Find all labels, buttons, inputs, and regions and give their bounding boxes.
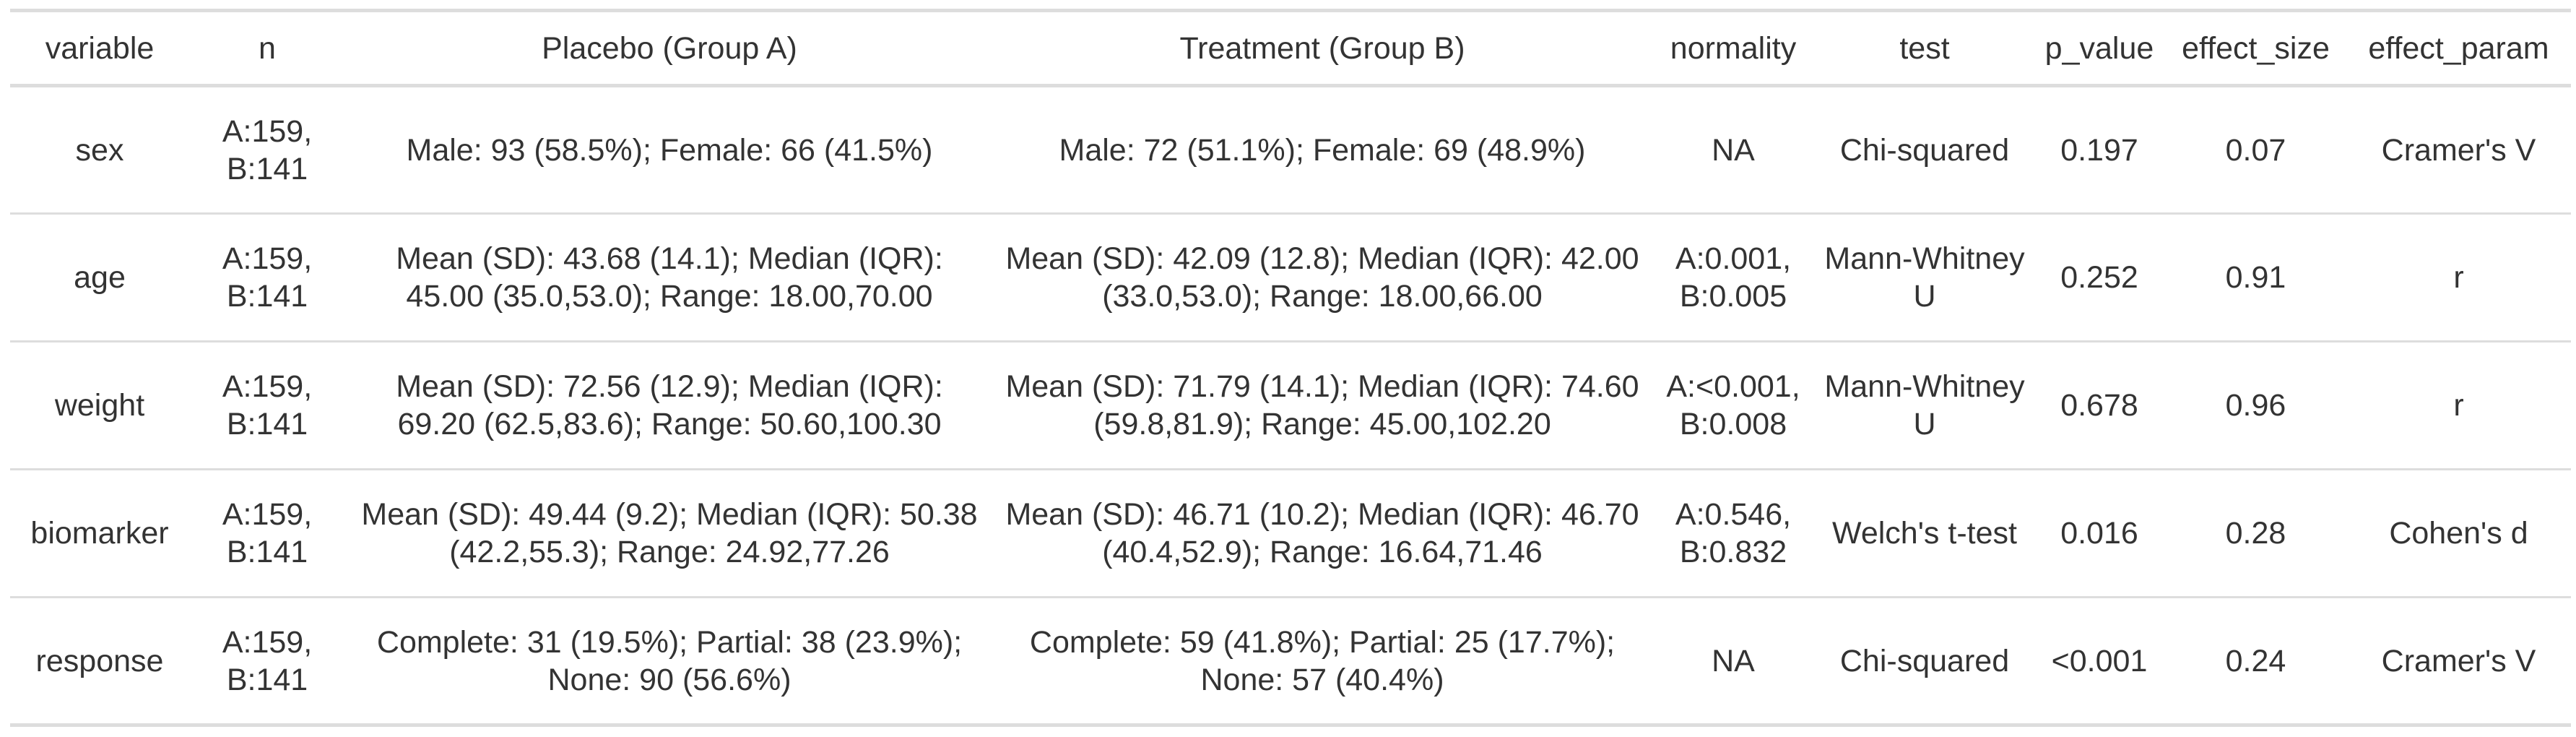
table-cell: 0.07 (2225, 132, 2286, 168)
table-cell: Mean (SD): 42.09 (12.8); Median (IQR): 4… (1005, 241, 1639, 314)
table-cell: Mean (SD): 72.56 (12.9); Median (IQR): 6… (396, 369, 943, 441)
table-cell: 0.678 (2060, 388, 2138, 423)
table-cell: 0.016 (2060, 516, 2138, 551)
table-cell: Complete: 59 (41.8%); Partial: 25 (17.7%… (1029, 624, 1616, 697)
table-cell: 0.252 (2060, 260, 2138, 295)
table-cell: Complete: 31 (19.5%); Partial: 38 (23.9%… (376, 624, 963, 697)
table-cell: Male: 72 (51.1%); Female: 69 (48.9%) (1059, 132, 1586, 168)
column-header: variable (45, 30, 155, 66)
table-cell: 0.24 (2225, 643, 2286, 678)
table-cell: NA (1712, 132, 1755, 168)
table-cell: Mann-Whitney U (1824, 241, 2025, 314)
column-header: normality (1670, 30, 1797, 66)
table-cell: A:159, B:141 (222, 369, 313, 441)
table-row: weight A:159, B:141 Mean (SD): 72.56 (12.9… (10, 342, 2571, 470)
table-cell: weight (54, 388, 145, 423)
table-cell: 0.91 (2225, 260, 2286, 295)
column-header: Placebo (Group A) (542, 30, 797, 66)
column-header: Treatment (Group B) (1179, 30, 1465, 66)
table-row: age A:159, B:141 Mean (SD): 43.68 (14.1); … (10, 214, 2571, 342)
table-cell: Cohen's d (2389, 516, 2528, 551)
column-header: effect_size (2182, 30, 2330, 66)
table-row: sex A:159, B:141 Male: 93 (58.5%); Female:… (10, 86, 2571, 214)
table-cell: response (35, 643, 164, 678)
table-cell: A:0.001, B:0.005 (1675, 241, 1792, 314)
table-cell: Mean (SD): 43.68 (14.1); Median (IQR): 4… (396, 241, 943, 314)
table-cell: 0.197 (2060, 132, 2138, 168)
table-cell: biomarker (30, 516, 169, 551)
table-cell: Mean (SD): 49.44 (9.2); Median (IQR): 50… (361, 497, 978, 569)
table-body: sex A:159, B:141 Male: 93 (58.5%); Female:… (10, 86, 2571, 725)
table-cell: Mean (SD): 46.71 (10.2); Median (IQR): 4… (1005, 497, 1639, 569)
column-header: effect_param (2368, 30, 2549, 66)
table-cell: r (2453, 260, 2464, 295)
table-cell: Cramer's V (2381, 132, 2536, 168)
results-table: variable n Placebo (Group A) Treatment (Gro… (10, 9, 2571, 727)
table-cell: r (2453, 388, 2464, 423)
table-row: response A:159, B:141 Complete: 31 (19.5%)… (10, 598, 2571, 725)
table-cell: A:0.546, B:0.832 (1675, 497, 1792, 569)
table-cell: NA (1712, 643, 1755, 678)
table-cell: A:159, B:141 (222, 113, 313, 186)
table-cell: A:159, B:141 (222, 624, 313, 697)
table-cell: age (74, 260, 126, 295)
table-cell: 0.28 (2225, 516, 2286, 551)
table-row: biomarker A:159, B:141 Mean (SD): 49.44 (9… (10, 470, 2571, 598)
column-header: n (259, 30, 276, 66)
table-cell: Male: 93 (58.5%); Female: 66 (41.5%) (406, 132, 933, 168)
table-cell: A:159, B:141 (222, 497, 313, 569)
header-row: variable n Placebo (Group A) Treatment (Gro… (10, 10, 2571, 86)
column-header: test (1899, 30, 1950, 66)
table-cell: Mean (SD): 71.79 (14.1); Median (IQR): 7… (1005, 369, 1639, 441)
table-cell: A:159, B:141 (222, 241, 313, 314)
column-header: p_value (2044, 30, 2154, 66)
table-header: variable n Placebo (Group A) Treatment (Gro… (10, 10, 2571, 86)
table-cell: Chi-squared (1839, 132, 2010, 168)
table-cell: Cramer's V (2381, 643, 2536, 678)
table-cell: 0.96 (2225, 388, 2286, 423)
table-cell: Welch's t-test (1832, 516, 2017, 551)
table-cell: Mann-Whitney U (1824, 369, 2025, 441)
table-cell: A:<0.001, B:0.008 (1666, 369, 1800, 441)
table-cell: Chi-squared (1839, 643, 2010, 678)
table-cell: <0.001 (2051, 643, 2148, 678)
table-cell: sex (75, 132, 124, 168)
